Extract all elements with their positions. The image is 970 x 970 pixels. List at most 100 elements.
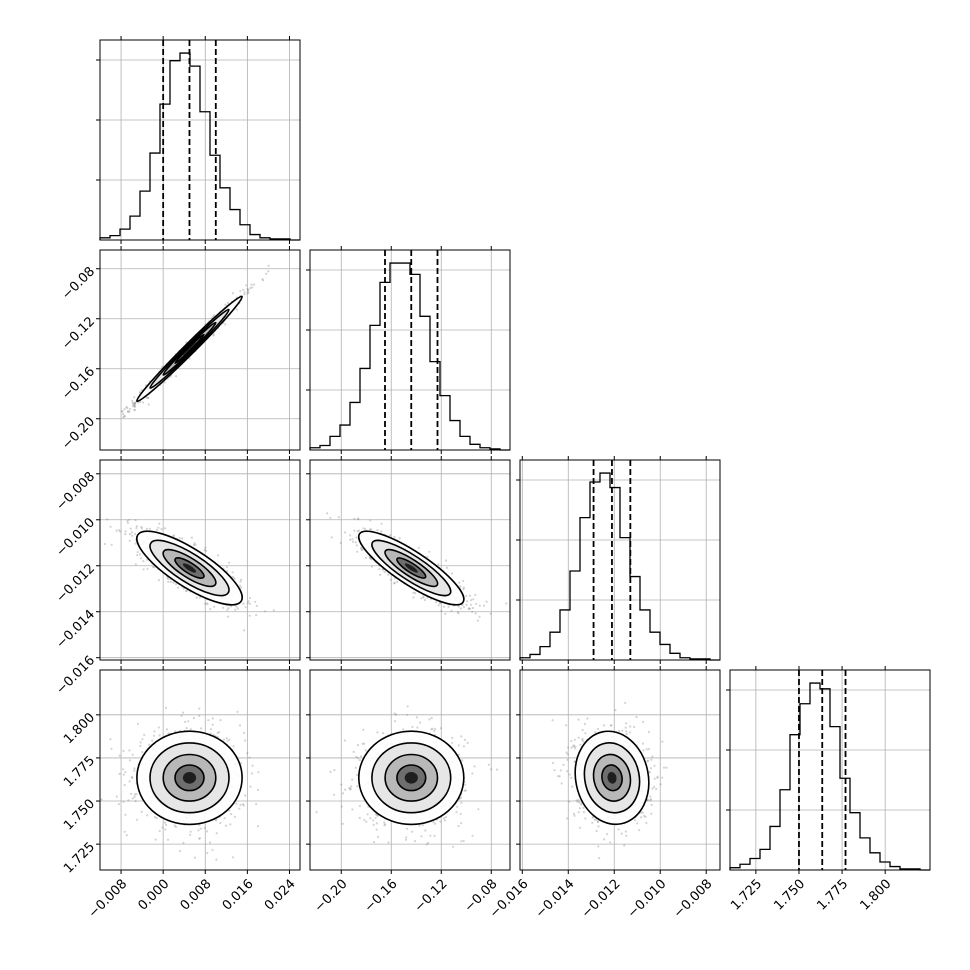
scatter-point [109, 525, 112, 528]
scatter-point [265, 272, 268, 275]
scatter-point [333, 769, 336, 772]
scatter-point [244, 739, 247, 742]
scatter-point [204, 602, 207, 606]
scatter-point [141, 401, 145, 404]
scatter-point [157, 579, 160, 582]
scatter-point [197, 829, 200, 832]
scatter-point [461, 759, 464, 762]
scatter-point [439, 727, 442, 730]
scatter-point [371, 565, 374, 568]
scatter-point [375, 828, 378, 831]
scatter-point [629, 725, 632, 728]
scatter-point [245, 284, 248, 287]
scatter-point [152, 566, 155, 569]
scatter-point [233, 577, 236, 580]
scatter-point [393, 535, 396, 539]
scatter-point [126, 519, 129, 523]
scatter-point [172, 581, 175, 584]
scatter-point [343, 531, 347, 534]
scatter-point [352, 750, 355, 754]
scatter-point [465, 603, 468, 606]
scatter-point [362, 728, 365, 731]
scatter-panel-3-0 [96, 666, 301, 874]
scatter-point [155, 528, 159, 531]
scatter-point [364, 556, 367, 559]
scatter-point [247, 288, 250, 291]
scatter-point [182, 587, 185, 590]
scatter-point [124, 530, 127, 533]
scatter-point [359, 547, 362, 550]
scatter-point [650, 758, 653, 761]
scatter-point [424, 829, 427, 832]
scatter-point [330, 536, 333, 539]
scatter-point [461, 603, 464, 607]
scatter-point [459, 607, 462, 610]
scatter-point [375, 822, 378, 825]
scatter-point [382, 732, 385, 735]
scatter-point [193, 856, 196, 859]
scatter-point [166, 838, 170, 841]
scatter-point [377, 835, 380, 839]
scatter-point [185, 727, 188, 730]
scatter-point [337, 516, 340, 519]
scatter-point [146, 567, 149, 570]
scatter-point [228, 561, 231, 564]
scatter-point [382, 568, 385, 571]
scatter-point [140, 810, 143, 813]
scatter-point [147, 396, 150, 400]
scatter-point [458, 581, 461, 584]
scatter-point [181, 537, 184, 540]
scatter-point [471, 606, 474, 610]
scatter-point [226, 570, 229, 573]
scatter-point [211, 848, 214, 852]
scatter-point [376, 731, 379, 734]
scatter-point [134, 800, 137, 803]
scatter-point [147, 743, 151, 746]
scatter-point [358, 759, 361, 762]
scatter-point [489, 612, 492, 615]
scatter-point [106, 518, 109, 521]
scatter-panel-3-2 [516, 666, 721, 874]
scatter-point [460, 840, 463, 843]
scatter-point [122, 768, 125, 771]
scatter-point [243, 629, 246, 632]
scatter-point [160, 528, 163, 531]
scatter-point [460, 735, 463, 738]
scatter-point [450, 572, 454, 575]
scatter-point [147, 403, 150, 406]
scatter-point [430, 717, 433, 720]
scatter-point [119, 530, 122, 533]
scatter-point [248, 602, 252, 605]
scatter-point [406, 713, 409, 716]
scatter-point [122, 416, 125, 419]
scatter-point [356, 785, 359, 788]
panel-frame [309, 249, 511, 451]
scatter-point [110, 543, 113, 546]
scatter-point [581, 729, 584, 732]
scatter-point [177, 586, 180, 589]
scatter-point [145, 396, 148, 399]
scatter-point [416, 726, 419, 729]
scatter-point [235, 308, 239, 311]
scatter-point [224, 303, 227, 306]
scatter-point [133, 769, 136, 772]
scatter-point [243, 731, 246, 735]
scatter-point [239, 580, 242, 583]
scatter-point [649, 795, 652, 798]
scatter-point [231, 571, 234, 574]
scatter-point [219, 719, 222, 722]
scatter-point [151, 739, 154, 742]
panel-frame [519, 459, 721, 661]
scatter-point [272, 609, 275, 612]
scatter-point [450, 609, 453, 613]
scatter-point [451, 741, 454, 744]
scatter-point [248, 756, 251, 759]
scatter-point [216, 731, 219, 735]
scatter-point [122, 800, 125, 803]
scatter-point [126, 411, 130, 414]
scatter-point [427, 841, 430, 845]
scatter-point [355, 544, 358, 547]
histogram-step [729, 682, 930, 871]
scatter-point [118, 772, 121, 776]
scatter-point [135, 527, 138, 530]
